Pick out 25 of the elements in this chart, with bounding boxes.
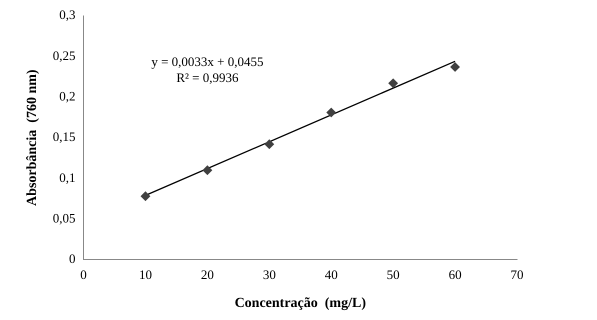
point: [264, 140, 274, 149]
x-axis-title: Concentração (mg/L): [234, 296, 366, 312]
annotation: R² = 0,9936: [176, 70, 239, 85]
y-tick-label: 0,25: [52, 48, 76, 63]
x-tick-label: 30: [262, 266, 276, 282]
point: [202, 166, 212, 175]
x-tick-label: 60: [448, 266, 462, 282]
y-tick-label: 0: [69, 251, 76, 266]
x-tick-label: 70: [510, 266, 524, 282]
x-tick-label: 40: [324, 266, 338, 282]
x-tick-label: 10: [138, 266, 152, 282]
point: [450, 62, 460, 72]
y-tick-label: 0,2: [59, 88, 76, 104]
point: [140, 192, 150, 201]
annotation: y = 0,0033x + 0,0455: [151, 54, 264, 69]
x-tick-label: 20: [200, 266, 214, 282]
x-tick-label: 50: [386, 266, 400, 282]
y-tick-label: 0,05: [52, 210, 76, 226]
point: [326, 108, 336, 118]
x-tick-label: 0: [80, 266, 87, 282]
y-tick-label: 0,1: [59, 170, 76, 185]
y-tick-label: 0,15: [52, 129, 76, 144]
point: [388, 78, 398, 88]
y-tick-label: 0,3: [59, 7, 76, 22]
y-axis-title: Absorbância (760 nm): [25, 69, 40, 206]
